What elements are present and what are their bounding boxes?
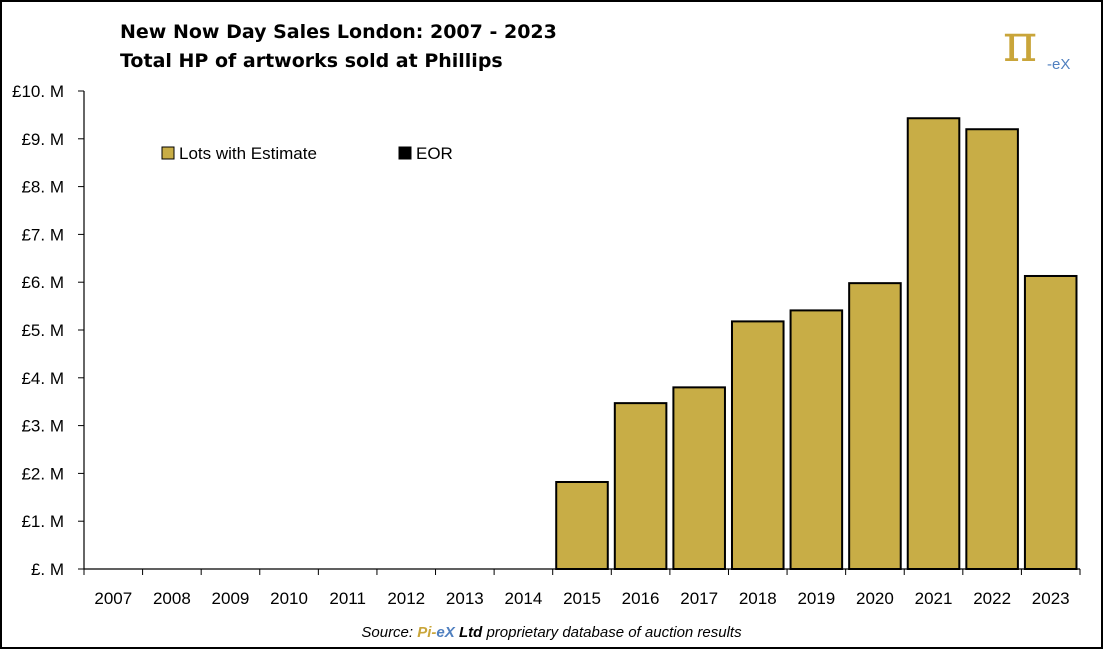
x-tick-label: 2009	[212, 589, 250, 608]
x-tick-label: 2023	[1032, 589, 1070, 608]
bars	[555, 117, 1078, 571]
legend-label: EOR	[416, 144, 453, 163]
bar-lots-with-estimate-2017	[672, 386, 726, 570]
legend-swatch	[161, 146, 175, 160]
x-tick-label: 2020	[856, 589, 894, 608]
bar-lots-with-estimate-2020	[848, 282, 902, 570]
x-tick-label: 2008	[153, 589, 191, 608]
source-prefix: Source:	[361, 624, 414, 641]
pi-ex-logo: π -eX	[1003, 14, 1083, 82]
x-tick-label: 2021	[915, 589, 953, 608]
x-tick-label: 2015	[563, 589, 601, 608]
x-tick-label: 2022	[973, 589, 1011, 608]
x-tick-label: 2016	[622, 589, 660, 608]
logo-ex-text: -eX	[1047, 56, 1071, 73]
source-brand-pi: Pi-	[417, 624, 437, 641]
y-tick-label: £7. M	[21, 225, 64, 244]
chart-title: New Now Day Sales London: 2007 - 2023	[120, 21, 557, 43]
x-tick-label: 2017	[680, 589, 718, 608]
bar-lots-with-estimate-2022	[965, 128, 1019, 571]
chart-subtitle: Total HP of artworks sold at Phillips	[120, 50, 503, 72]
x-tick-label: 2019	[797, 589, 835, 608]
y-tick-labels: £. M £1. M £2. M £3. M £4. M £5. M £6. M £7. M £…	[12, 82, 64, 579]
y-tick-label: £2. M	[21, 464, 64, 483]
y-tick-label: £9. M	[21, 130, 64, 149]
x-tick-label: 2018	[739, 589, 777, 608]
y-tick-label: £6. M	[21, 273, 64, 292]
x-tick-label: 2012	[387, 589, 425, 608]
legend-swatch	[398, 146, 412, 160]
chart-title-block: New Now Day Sales London: 2007 - 2023 To…	[120, 18, 557, 76]
bar-lots-with-estimate-2019	[789, 309, 844, 570]
legend-label: Lots with Estimate	[179, 144, 317, 163]
y-tick-label: £10. M	[12, 82, 64, 101]
y-tick-label: £4. M	[21, 369, 64, 388]
y-tick-label: £. M	[31, 560, 64, 579]
y-tick-label: £1. M	[21, 512, 64, 531]
source-note: Source: Pi-eX Ltd proprietary database o…	[0, 624, 1103, 641]
bar-lots-with-estimate-2021	[906, 117, 961, 570]
source-ltd: Ltd	[458, 624, 483, 641]
bar-lots-with-estimate-2016	[613, 402, 668, 570]
y-tick-label: £3. M	[21, 417, 64, 436]
x-tick-label: 2010	[270, 589, 308, 608]
logo-pi-glyph: π	[1003, 14, 1038, 74]
source-suffix: proprietary database of auction results	[486, 624, 742, 641]
y-tick-label: £8. M	[21, 178, 64, 197]
bar-lots-with-estimate-2023	[1023, 274, 1078, 570]
bar-lots-with-estimate-2018	[730, 320, 785, 570]
x-tick-label: 2007	[94, 589, 132, 608]
x-tick-label: 2011	[329, 589, 366, 608]
x-tick-label: 2013	[446, 589, 484, 608]
legend: Lots with Estimate EOR	[161, 144, 453, 163]
bar-lots-with-estimate-2015	[555, 481, 609, 570]
x-tick-label: 2014	[504, 589, 542, 608]
x-tick-labels: 2007 2008 2009 2010 2011 2012 2013 2014 2015 2016…	[94, 589, 1069, 608]
y-tick-label: £5. M	[21, 321, 64, 340]
source-brand-ex: eX	[436, 624, 455, 641]
